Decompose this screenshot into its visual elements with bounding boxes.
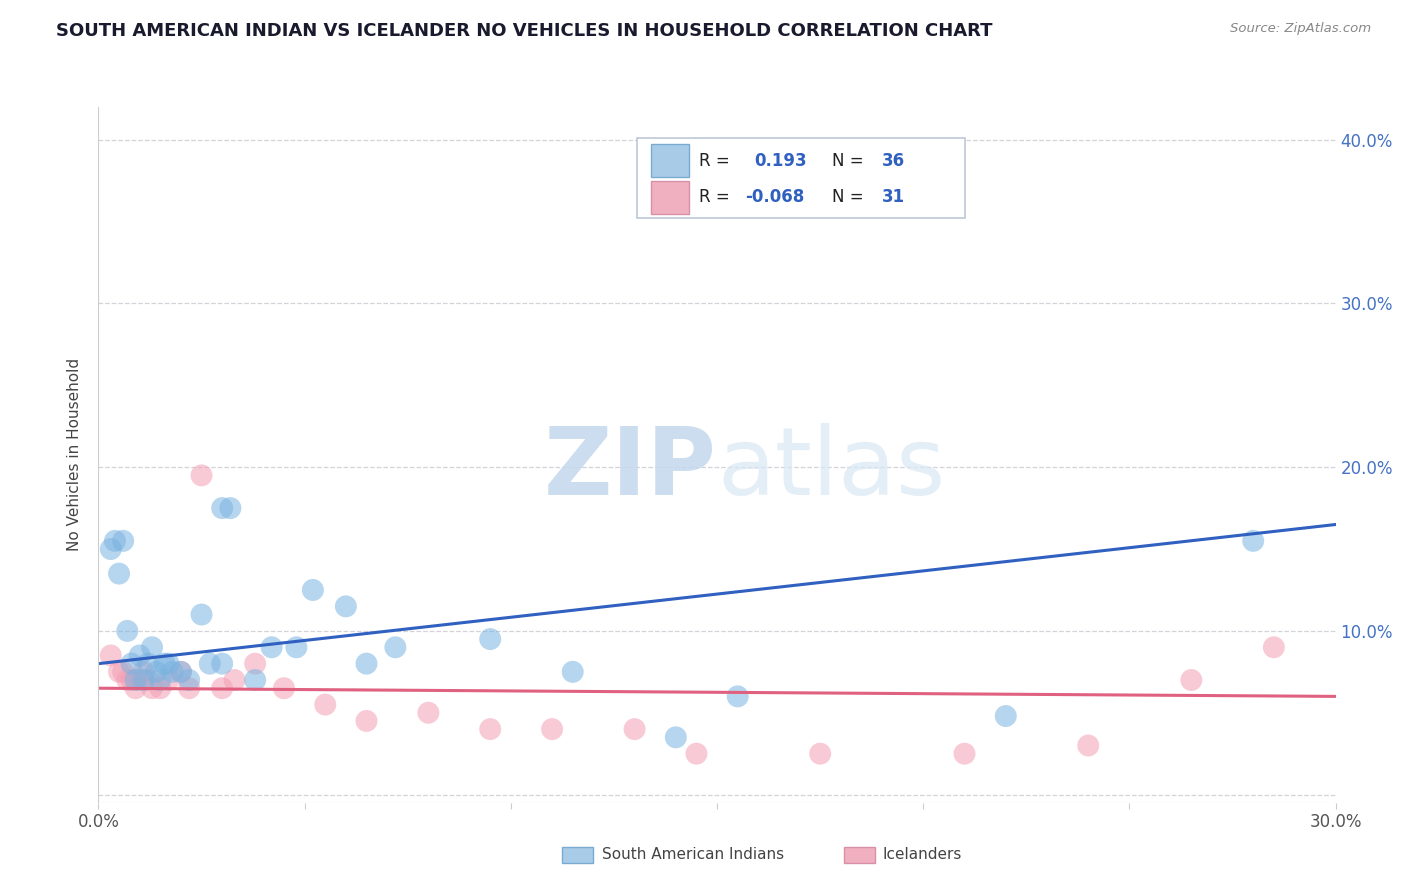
Point bbox=[1077, 739, 1099, 753]
Point bbox=[665, 731, 688, 745]
Point bbox=[124, 673, 146, 687]
Text: atlas: atlas bbox=[717, 423, 945, 515]
Text: 36: 36 bbox=[882, 152, 904, 169]
Text: R =: R = bbox=[699, 188, 734, 206]
Point bbox=[108, 566, 131, 581]
Point bbox=[384, 640, 406, 655]
Point bbox=[132, 673, 155, 687]
Point bbox=[418, 706, 440, 720]
Point bbox=[219, 501, 242, 516]
Point bbox=[273, 681, 295, 696]
Point bbox=[314, 698, 336, 712]
Point bbox=[120, 673, 142, 687]
Point bbox=[243, 657, 266, 671]
Point bbox=[541, 722, 564, 736]
Point bbox=[211, 657, 233, 671]
Point bbox=[157, 673, 180, 687]
Text: Icelanders: Icelanders bbox=[883, 847, 962, 862]
Point bbox=[479, 722, 502, 736]
Point bbox=[356, 657, 378, 671]
Text: 31: 31 bbox=[882, 188, 904, 206]
Point bbox=[179, 673, 201, 687]
Point bbox=[727, 690, 749, 704]
Point bbox=[1263, 640, 1285, 655]
Text: -0.068: -0.068 bbox=[745, 188, 804, 206]
Point bbox=[149, 673, 172, 687]
Point bbox=[685, 747, 707, 761]
Text: Source: ZipAtlas.com: Source: ZipAtlas.com bbox=[1230, 22, 1371, 36]
Point bbox=[623, 722, 645, 736]
Point bbox=[808, 747, 831, 761]
Text: South American Indians: South American Indians bbox=[602, 847, 785, 862]
Point bbox=[1180, 673, 1202, 687]
Point bbox=[120, 657, 142, 671]
Point bbox=[224, 673, 246, 687]
Point bbox=[128, 673, 150, 687]
Point bbox=[117, 673, 139, 687]
Point bbox=[479, 632, 502, 646]
Point bbox=[128, 648, 150, 663]
Point bbox=[117, 624, 139, 638]
Text: N =: N = bbox=[832, 188, 869, 206]
FancyBboxPatch shape bbox=[651, 144, 689, 178]
Point bbox=[260, 640, 283, 655]
Text: N =: N = bbox=[832, 152, 869, 169]
Point bbox=[108, 665, 131, 679]
Point bbox=[994, 709, 1017, 723]
Point bbox=[153, 657, 176, 671]
FancyBboxPatch shape bbox=[651, 181, 689, 214]
Y-axis label: No Vehicles in Household: No Vehicles in Household bbox=[67, 359, 83, 551]
Point bbox=[136, 673, 159, 687]
Point bbox=[145, 665, 167, 679]
Point bbox=[211, 681, 233, 696]
Point bbox=[100, 648, 122, 663]
Point bbox=[198, 657, 221, 671]
Point bbox=[179, 681, 201, 696]
Point bbox=[243, 673, 266, 687]
Point bbox=[132, 665, 155, 679]
Point bbox=[112, 533, 135, 548]
Point bbox=[302, 582, 325, 597]
Point bbox=[335, 599, 357, 614]
Point bbox=[170, 665, 193, 679]
Point bbox=[285, 640, 308, 655]
Point bbox=[104, 533, 127, 548]
Point bbox=[141, 681, 163, 696]
Point bbox=[561, 665, 583, 679]
Point bbox=[112, 665, 135, 679]
Text: SOUTH AMERICAN INDIAN VS ICELANDER NO VEHICLES IN HOUSEHOLD CORRELATION CHART: SOUTH AMERICAN INDIAN VS ICELANDER NO VE… bbox=[56, 22, 993, 40]
Point bbox=[149, 681, 172, 696]
Point bbox=[190, 468, 212, 483]
Point bbox=[157, 657, 180, 671]
Point bbox=[953, 747, 976, 761]
Point bbox=[211, 501, 233, 516]
Text: R =: R = bbox=[699, 152, 740, 169]
FancyBboxPatch shape bbox=[637, 138, 965, 219]
Point bbox=[124, 681, 146, 696]
Point bbox=[136, 657, 159, 671]
Point bbox=[162, 665, 184, 679]
Point bbox=[141, 640, 163, 655]
Point bbox=[356, 714, 378, 728]
Text: 0.193: 0.193 bbox=[754, 152, 807, 169]
Point bbox=[190, 607, 212, 622]
Text: ZIP: ZIP bbox=[544, 423, 717, 515]
Point bbox=[1241, 533, 1264, 548]
Point bbox=[100, 542, 122, 557]
Point bbox=[170, 665, 193, 679]
